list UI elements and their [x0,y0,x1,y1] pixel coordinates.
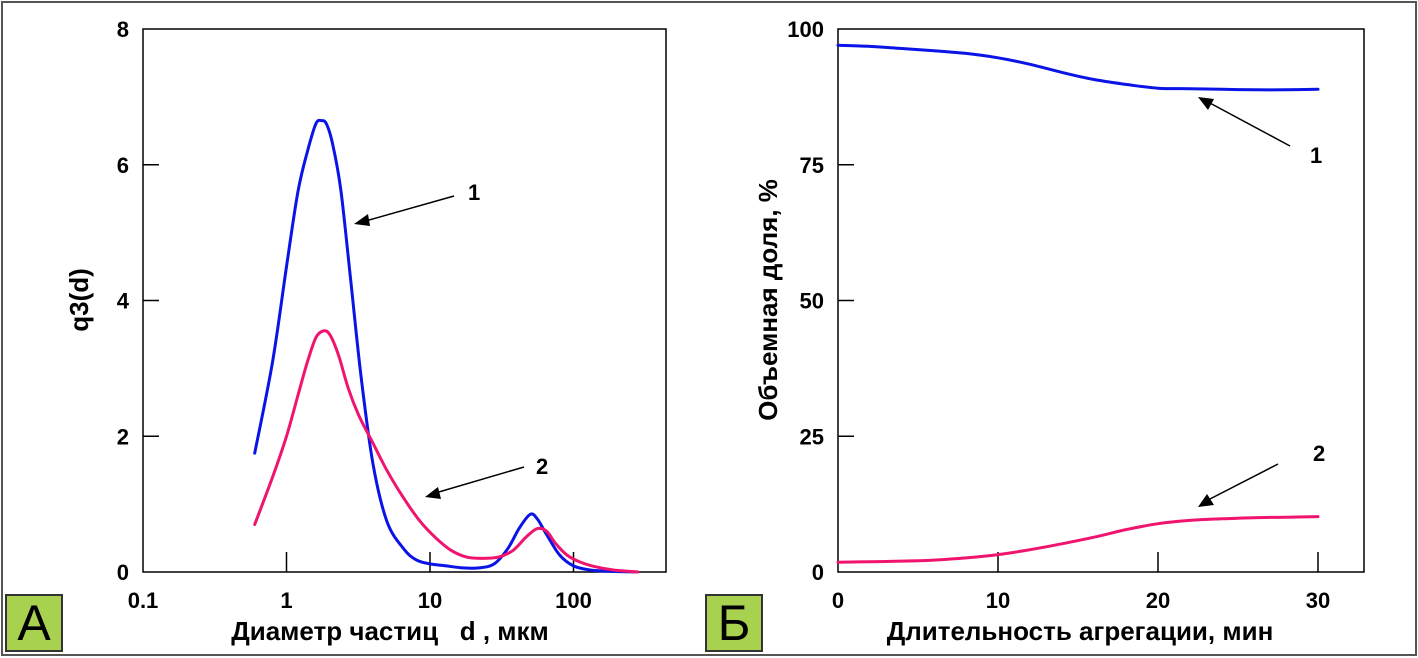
chart-a-ytick-label: 4 [117,289,130,314]
chart-b-ytick-label: 0 [812,560,824,585]
chart-b-xtick-label: 0 [832,588,844,613]
chart-a-xtick-label: 100 [555,588,592,613]
chart-b-ylabel: Объемная доля, % [753,179,783,421]
chart-a-ytick-label: 2 [117,424,129,449]
chart-a-xlabel: Диаметр частиц d , мкм [231,616,549,646]
chart-b-annotation-1: 1 [1310,143,1322,168]
chart-b-annotation-arrow-2 [1207,463,1279,501]
chart-b-xtick-label: 30 [1306,588,1330,613]
chart-a-xtick-label: 0.1 [128,588,159,613]
chart-a-series-2-line [253,329,640,574]
chart-a-plot-frame [142,28,667,573]
panel-label-a: А [5,594,63,652]
chart-b-annotation-2: 2 [1313,441,1325,466]
chart-b-annotation-arrow-1 [1207,101,1291,147]
chart-b: 0 25 50 75 100 0 10 20 30 Длительность агрегации… [753,17,1365,646]
chart-b-ytick-label: 75 [800,153,824,178]
chart-b-plot-frame [837,28,1365,573]
chart-a-arrowhead-1 [354,214,370,226]
chart-b-arrowhead-2 [1198,494,1214,507]
chart-a-series-1-line [253,118,640,574]
chart-b-xlabel: Длительность агрегации, мин [887,616,1274,646]
chart-b-arrowhead-1 [1198,97,1214,110]
chart-a-annotation-arrow-1 [361,195,455,223]
chart-b-ytick-label: 50 [800,289,824,314]
chart-b-ytick-label: 25 [800,424,824,449]
chart-a: 0 2 4 6 8 0.1 1 10 100 Диаметр частиц d , мкм q3… [64,17,667,646]
chart-a-annotation-2: 2 [536,454,548,479]
chart-a-ylabel: q3(d) [64,268,94,332]
chart-b-xtick-label: 10 [986,588,1010,613]
chart-a-xtick-label: 1 [280,588,292,613]
chart-a-xtick-label: 10 [418,588,442,613]
chart-b-series-1-line [836,43,1320,92]
panel-label-b: Б [705,594,763,652]
chart-a-annotation-arrow-2 [431,466,525,495]
chart-a-ytick-label: 0 [117,560,129,585]
chart-a-ytick-label: 8 [117,17,129,42]
chart-a-arrowhead-2 [425,487,441,499]
chart-a-ytick-label: 6 [117,153,129,178]
chart-a-annotation-1: 1 [468,180,480,205]
chart-b-series-2-line [836,515,1320,564]
chart-b-xtick-label: 20 [1146,588,1170,613]
chart-b-ytick-label: 100 [787,17,824,42]
